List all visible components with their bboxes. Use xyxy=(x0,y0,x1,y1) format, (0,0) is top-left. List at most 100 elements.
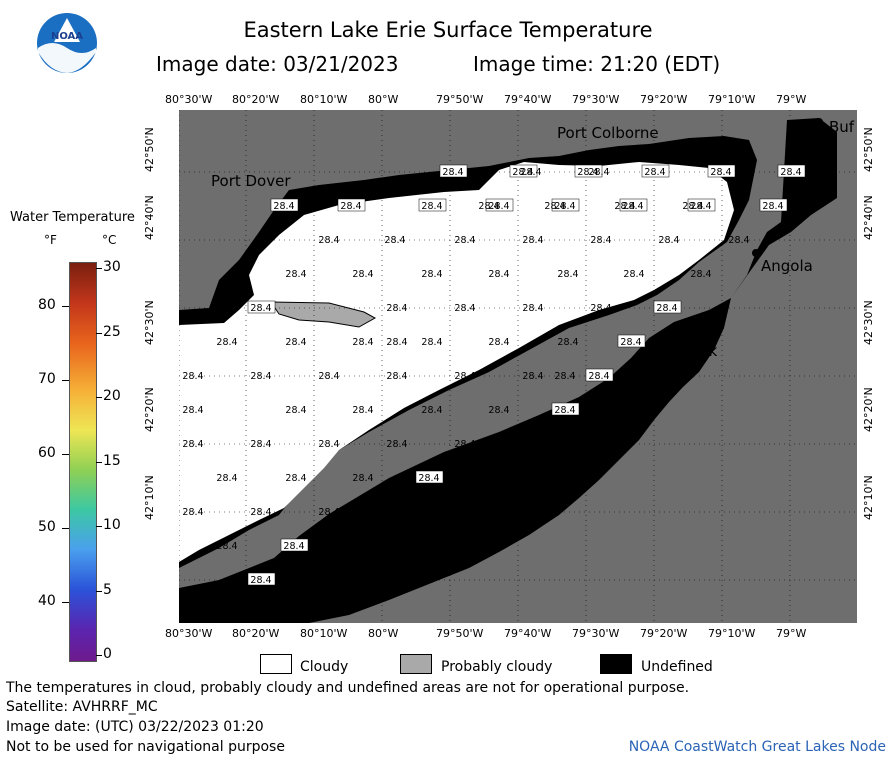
fahrenheit-tick-mark xyxy=(62,380,69,381)
temperature-label: 28.4 xyxy=(590,235,611,246)
temperature-label-boxed: 28.4 xyxy=(619,198,648,212)
place-marker xyxy=(647,342,655,350)
celsius-tick-mark xyxy=(96,526,102,527)
latitude-label-right: 42°10'N xyxy=(862,475,875,520)
temperature-label: 28.4 xyxy=(386,303,407,314)
temperature-label: 28.4 xyxy=(386,337,407,348)
temperature-label: 28.4 xyxy=(522,303,543,314)
place-label: Buf xyxy=(829,118,855,136)
place-marker xyxy=(681,143,689,151)
temperature-label: 28.4 xyxy=(216,303,237,314)
fahrenheit-tick: 40 xyxy=(38,593,56,609)
temperature-label: 28.4 xyxy=(421,405,442,416)
operational-note: The temperatures in cloud, probably clou… xyxy=(6,680,690,696)
svg-text:28.4: 28.4 xyxy=(340,201,361,212)
temperature-label-boxed: 28.4 xyxy=(485,198,514,212)
temperature-label: 28.4 xyxy=(557,269,578,280)
place-label: Erie xyxy=(362,533,391,551)
source-node: NOAA CoastWatch Great Lakes Node xyxy=(628,739,886,755)
svg-text:28.4: 28.4 xyxy=(250,303,271,314)
temperature-label-boxed: 28.4 xyxy=(641,164,670,178)
temperature-label-boxed: 28.4 xyxy=(707,164,736,178)
temperature-label: 28.4 xyxy=(318,235,339,246)
longitude-label-top: 80°10'W xyxy=(300,93,348,106)
longitude-label-top: 79°W xyxy=(776,93,807,106)
fahrenheit-tick-mark xyxy=(62,454,69,455)
place-marker xyxy=(353,528,361,536)
temperature-label: 28.4 xyxy=(216,337,237,348)
celsius-tick: 10 xyxy=(103,517,121,533)
navigation-warning: Not to be used for navigational purpose xyxy=(6,739,285,755)
temperature-label: 28.4 xyxy=(454,235,475,246)
celsius-tick: 30 xyxy=(103,259,121,275)
temperature-label: 28.4 xyxy=(522,235,543,246)
svg-text:28.4: 28.4 xyxy=(512,167,533,178)
temperature-label-boxed: 28.4 xyxy=(687,198,716,212)
svg-text:28.4: 28.4 xyxy=(250,575,271,586)
temperature-label: 28.4 xyxy=(318,439,339,450)
longitude-label-bottom: 79°30'W xyxy=(572,627,620,640)
undefined-swatch xyxy=(600,654,632,674)
svg-text:28.4: 28.4 xyxy=(622,201,643,212)
celsius-tick: 25 xyxy=(103,323,121,340)
temperature-label: 28.4 xyxy=(544,201,565,212)
graticule xyxy=(179,110,857,623)
svg-text:28.4: 28.4 xyxy=(588,371,609,382)
svg-text:28.4: 28.4 xyxy=(421,201,442,212)
longitude-label-top: 80°20'W xyxy=(232,93,280,106)
temperature-label: 28.4 xyxy=(250,439,271,450)
image-time: Image time: 21:20 (EDT) xyxy=(473,52,721,76)
longitude-label-bottom: 79°40'W xyxy=(504,627,552,640)
temperature-label: 28.4 xyxy=(352,473,373,484)
temperature-label: 28.4 xyxy=(182,507,203,518)
temperature-label: 28.4 xyxy=(454,371,475,382)
temperature-label-boxed: 28.4 xyxy=(337,198,366,212)
latitude-label-left: 42°50'N xyxy=(143,127,156,172)
temperature-label: 28.4 xyxy=(250,371,271,382)
latitude-label-left: 42°40'N xyxy=(143,195,156,240)
longitude-label-bottom: 80°20'W xyxy=(232,627,280,640)
temperature-label: 28.4 xyxy=(682,201,703,212)
temperature-label-boxed: 28.4 xyxy=(585,368,614,382)
temperature-label: 28.4 xyxy=(352,337,373,348)
celsius-tick: 15 xyxy=(103,452,121,469)
longitude-label-bottom: 79°20'W xyxy=(640,627,688,640)
cloudy-region xyxy=(179,162,734,562)
temperature-label: 28.4 xyxy=(690,269,711,280)
longitude-label-bottom: 79°50'W xyxy=(436,627,484,640)
temperature-label: 28.4 xyxy=(182,405,203,416)
longitude-label-top: 79°50'W xyxy=(436,93,484,106)
temperature-label-boxed: 28.4 xyxy=(551,198,580,212)
latitude-label-right: 42°30'N xyxy=(862,300,875,345)
place-marker xyxy=(752,249,760,257)
temperature-label-boxed: 28.4 xyxy=(509,164,538,178)
latitude-label-left: 42°10'N xyxy=(143,475,156,520)
celsius-tick-mark xyxy=(96,332,102,334)
svg-text:28.4: 28.4 xyxy=(620,337,641,348)
place-label: Dunkirk xyxy=(659,342,718,360)
celsius-tick: 0 xyxy=(103,646,112,662)
place-labels: Port Colborne Port Dover Angola Dunkirk Erie… xyxy=(211,118,855,551)
longitude-label-top: 80°W xyxy=(368,93,399,106)
temperature-label: 28.4 xyxy=(352,405,373,416)
temperature-label: 28.4 xyxy=(454,439,475,450)
unit-fahrenheit: °F xyxy=(44,233,57,247)
temperature-label: 28.4 xyxy=(386,371,407,382)
temperature-label: 28.4 xyxy=(318,371,339,382)
svg-text:28.4: 28.4 xyxy=(442,167,463,178)
temperature-label: 28.4 xyxy=(318,507,339,518)
svg-text:28.4: 28.4 xyxy=(273,201,294,212)
cloudy-label: Cloudy xyxy=(300,659,349,675)
longitude-label-top: 79°40'W xyxy=(504,93,552,106)
unit-celsius: °C xyxy=(102,233,117,247)
legend-title: Water Temperature xyxy=(10,210,135,225)
svg-text:28.4: 28.4 xyxy=(577,167,598,178)
svg-text:28.4: 28.4 xyxy=(283,541,304,552)
place-label: Port Colborne xyxy=(557,124,659,142)
temperature-label-boxed: 28.4 xyxy=(439,164,468,178)
temperature-label: 28.4 xyxy=(384,235,405,246)
probably-cloudy-swatch xyxy=(400,654,432,674)
cloudy-swatch xyxy=(260,654,292,674)
temperature-label: 28.4 xyxy=(590,303,611,314)
place-label: Port Dover xyxy=(211,172,291,190)
